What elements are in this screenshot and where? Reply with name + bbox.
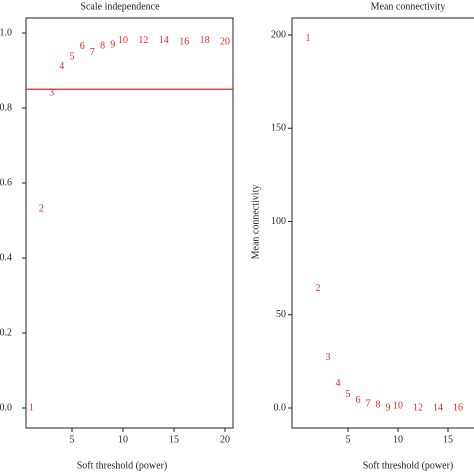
point-label: 3 [49, 87, 54, 98]
x-tick-label: 10 [393, 434, 403, 445]
point-label: 1 [29, 402, 34, 413]
x-tick-label: 20 [220, 434, 230, 445]
point-label: 2 [316, 283, 321, 294]
chart-title: Scale independence [80, 1, 160, 12]
plot-frame [291, 17, 474, 429]
y-tick-label: 100 [271, 216, 286, 227]
point-label: 8 [100, 40, 105, 51]
y-tick-label: 150 [271, 123, 286, 134]
point-label: 6 [80, 41, 85, 52]
point-label: 5 [346, 389, 351, 400]
y-tick-label: 0.4 [0, 252, 12, 263]
point-label: 2 [39, 204, 44, 215]
point-label: 14 [433, 402, 443, 413]
y-tick-label: 50 [276, 309, 286, 320]
point-label: 12 [138, 35, 148, 46]
x-axis-label: Soft threshold (power) [77, 460, 168, 471]
y-tick-label: 0.8 [0, 102, 12, 113]
x-tick-label: 15 [443, 434, 453, 445]
point-label: 7 [366, 399, 371, 410]
x-tick-label: 5 [70, 434, 75, 445]
point-label: 14 [159, 35, 169, 46]
point-label: 6 [356, 395, 361, 406]
point-label: 5 [70, 52, 75, 63]
y-axis-label: Mean connectivity [250, 185, 261, 260]
y-tick-label: 200 [271, 29, 286, 40]
y-tick-label: 0.2 [0, 327, 12, 338]
point-label: 18 [200, 35, 210, 46]
point-label: 16 [453, 402, 463, 413]
x-tick-label: 15 [169, 434, 179, 445]
y-tick-label: 1.0 [0, 27, 12, 38]
point-label: 7 [90, 47, 95, 58]
x-axis-label: Soft threshold (power) [363, 460, 454, 471]
y-tick-label: 0.0 [0, 402, 12, 413]
point-label: 4 [59, 61, 64, 72]
x-tick-label: 5 [346, 434, 351, 445]
chart-title: Mean connectivity [371, 1, 446, 12]
point-label: 1 [306, 33, 311, 44]
point-label: 8 [376, 399, 381, 410]
point-label: 9 [110, 39, 115, 50]
y-tick-label: 0.0 [274, 402, 287, 413]
y-tick-label: 0.6 [0, 177, 12, 188]
point-label: 20 [220, 36, 230, 47]
point-label: 9 [386, 402, 391, 413]
point-label: 16 [179, 36, 189, 47]
point-label: 10 [393, 400, 403, 411]
point-label: 12 [413, 402, 423, 413]
point-label: 3 [326, 352, 331, 363]
plot-frame [25, 17, 234, 429]
x-tick-label: 10 [118, 434, 128, 445]
point-label: 4 [336, 378, 341, 389]
point-label: 10 [118, 35, 128, 46]
